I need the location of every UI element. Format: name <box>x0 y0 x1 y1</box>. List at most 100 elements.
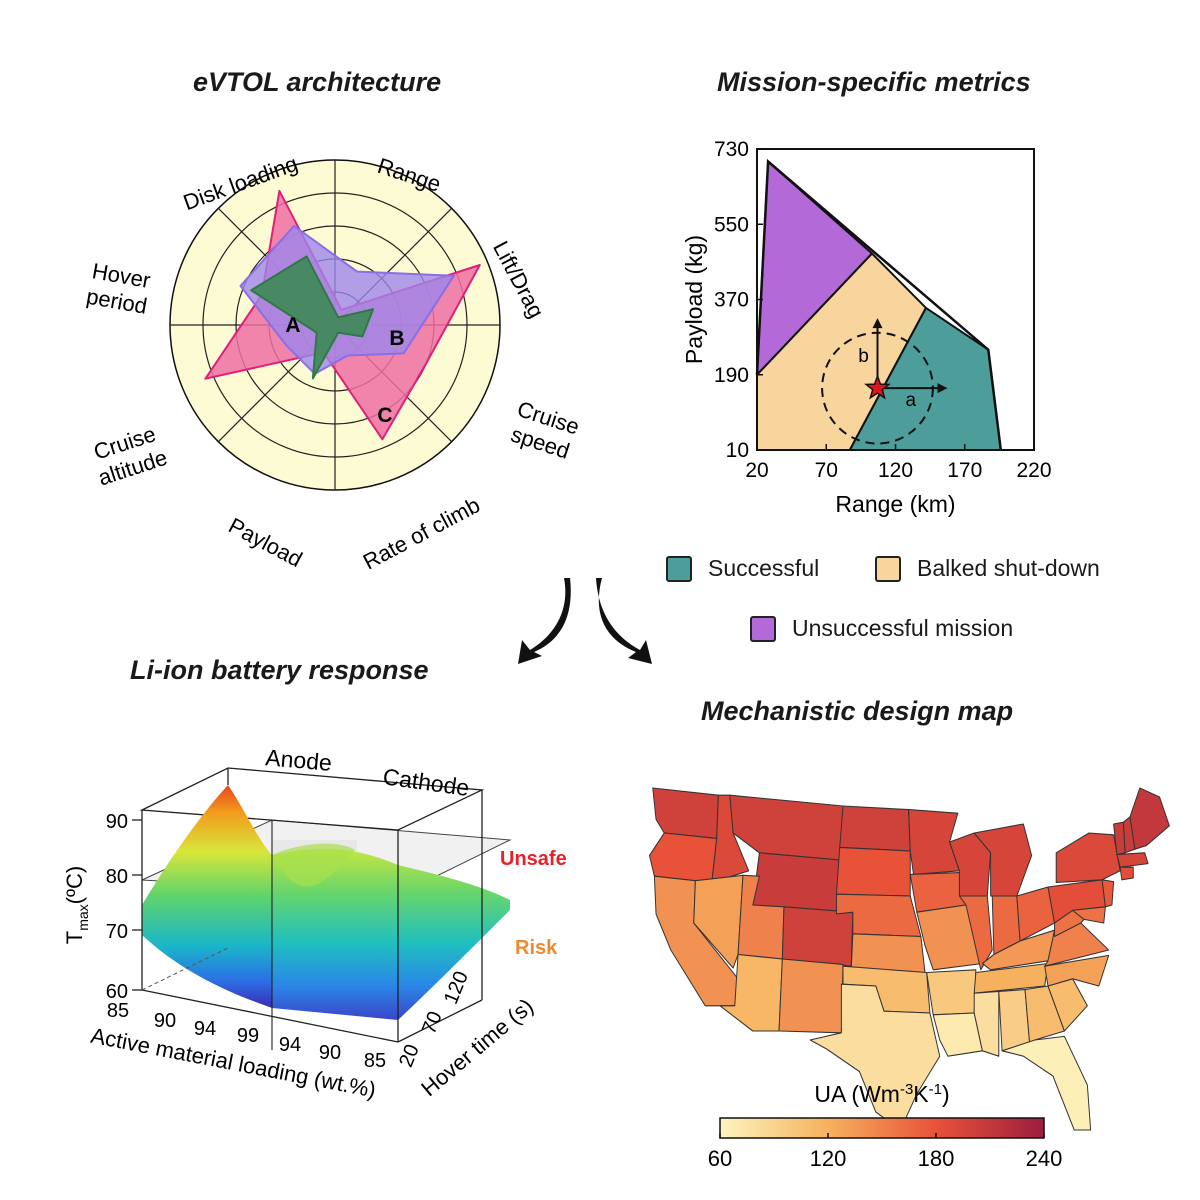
cathode-tick-label: 94 <box>279 1034 301 1056</box>
radar-axis-label: Payload <box>225 513 307 572</box>
ua-design-map: 60 120 180 240 UA (Wm-3K-1) <box>648 787 1170 1170</box>
legend-balked-swatch <box>875 555 901 582</box>
flow-arrows <box>518 578 652 664</box>
z-axis-label: Tmax(ºC) <box>62 866 91 944</box>
state-WA <box>652 787 719 839</box>
legend-unsuccessful: Unsuccessful mission <box>750 615 1013 642</box>
radar-axis-label: Hoverperiod <box>85 258 154 319</box>
box-edge <box>141 989 399 1043</box>
unsafe-label: Unsafe <box>500 848 567 870</box>
hover-tick-label: 20 <box>395 1041 424 1070</box>
x-tick-label: 120 <box>878 459 913 482</box>
arrow-b-label: b <box>858 346 869 367</box>
radar-series-label-B: B <box>389 327 404 350</box>
state-NJ <box>1101 879 1115 908</box>
y-axis-label: Payload (kg) <box>681 235 707 364</box>
radar-axis-label: Cruisespeed <box>506 396 582 464</box>
radar-axis-label: Cruisealtitude <box>87 420 170 490</box>
surface-ridge <box>272 843 355 887</box>
state-NV <box>693 874 744 969</box>
state-GA <box>1024 985 1065 1048</box>
state-MO <box>916 904 983 971</box>
legend-unsuccessful-swatch <box>750 615 776 642</box>
mission-metrics-chart: a b 20 70 120 170 220 10 190 370 550 730 Range (km) P… <box>681 138 1052 517</box>
state-WY <box>752 852 841 915</box>
state-NC <box>1044 954 1110 987</box>
x-tick-label: 20 <box>745 459 768 482</box>
hover-tick-label: 70 <box>418 1008 447 1037</box>
radar-series-B <box>239 224 455 375</box>
colorbar-tick-label: 60 <box>708 1146 732 1170</box>
z-tick-label: 60 <box>106 981 128 1003</box>
risk-label: Risk <box>515 937 558 959</box>
x-tick-label: 70 <box>815 459 838 482</box>
cathode-tick-label: 90 <box>319 1042 341 1064</box>
feasible-boundary <box>755 158 1003 451</box>
arrow-a-head <box>937 383 948 394</box>
state-AL <box>998 989 1031 1052</box>
legend-successful-label: Successful <box>708 555 820 581</box>
radar-series-label-C: C <box>377 404 392 427</box>
left-curved-arrow <box>518 578 571 664</box>
anode-tick-label: 90 <box>154 1010 176 1032</box>
anode-tick-label: 94 <box>194 1018 216 1040</box>
cathode-surface <box>272 848 510 1020</box>
state-CT <box>1119 866 1134 881</box>
state-CO <box>781 906 854 967</box>
state-NY <box>1055 832 1121 884</box>
legend-successful: Successful <box>666 555 819 582</box>
state-LA <box>932 1012 983 1057</box>
radar-series-A <box>250 255 375 380</box>
anode-tick-label: 99 <box>237 1025 259 1047</box>
cathode-tick-label: 85 <box>364 1050 386 1072</box>
z-tick-label: 90 <box>106 811 128 833</box>
arrow-a-label: a <box>905 390 916 411</box>
right-curved-arrow <box>596 578 652 664</box>
x-tick-label: 220 <box>1016 459 1051 482</box>
state-NM <box>778 958 844 1034</box>
radar-series-label-A: A <box>285 314 300 337</box>
colorbar-tick-label: 180 <box>918 1146 955 1170</box>
state-ND <box>839 805 911 852</box>
box-edge <box>141 947 229 991</box>
state-SD <box>835 846 911 897</box>
y-axis-label: Hover time (s) <box>416 993 538 1101</box>
legend-balked-label: Balked shut-down <box>917 555 1100 581</box>
y-tick-label: 550 <box>714 213 749 236</box>
anode-label: Anode <box>264 744 333 776</box>
battery-panel-title: Li-ion battery response <box>130 655 429 685</box>
y-tick-label: 370 <box>714 289 749 312</box>
state-MD <box>1072 906 1106 924</box>
legend-unsuccessful-label: Unsuccessful mission <box>792 615 1014 641</box>
state-MT <box>729 794 844 861</box>
state-MA <box>1116 852 1149 868</box>
radar-panel-title: eVTOL architecture <box>193 67 442 97</box>
legend-successful-swatch <box>666 555 692 582</box>
us-map <box>648 787 1170 1131</box>
x-axis-label: Range (km) <box>835 491 955 517</box>
colorbar-label: UA (Wm-3K-1) <box>814 1081 949 1107</box>
arrow-b-head <box>872 318 883 329</box>
cathode-label: Cathode <box>381 763 471 801</box>
colorbar <box>719 1117 1045 1139</box>
y-tick-label: 10 <box>726 439 749 462</box>
colorbar-tick-label: 120 <box>810 1146 847 1170</box>
legend-balked: Balked shut-down <box>875 555 1100 582</box>
state-FL <box>1001 1035 1092 1131</box>
state-ME <box>1129 787 1170 850</box>
state-KS <box>850 933 926 974</box>
state-AR <box>926 969 977 1016</box>
x-tick-label: 170 <box>947 459 982 482</box>
y-tick-label: 190 <box>714 364 749 387</box>
mission-panel-title: Mission-specific metrics <box>717 67 1031 97</box>
z-tick-label: 80 <box>106 866 128 888</box>
state-MS <box>973 990 1000 1057</box>
map-panel-title: Mechanistic design map <box>701 696 1014 726</box>
anode-surface <box>142 785 272 1008</box>
z-tick-label: 70 <box>106 921 128 943</box>
radar-axis-label: Rate of climb <box>359 492 484 574</box>
design-point-star <box>864 373 891 400</box>
box-edge <box>397 999 483 1043</box>
